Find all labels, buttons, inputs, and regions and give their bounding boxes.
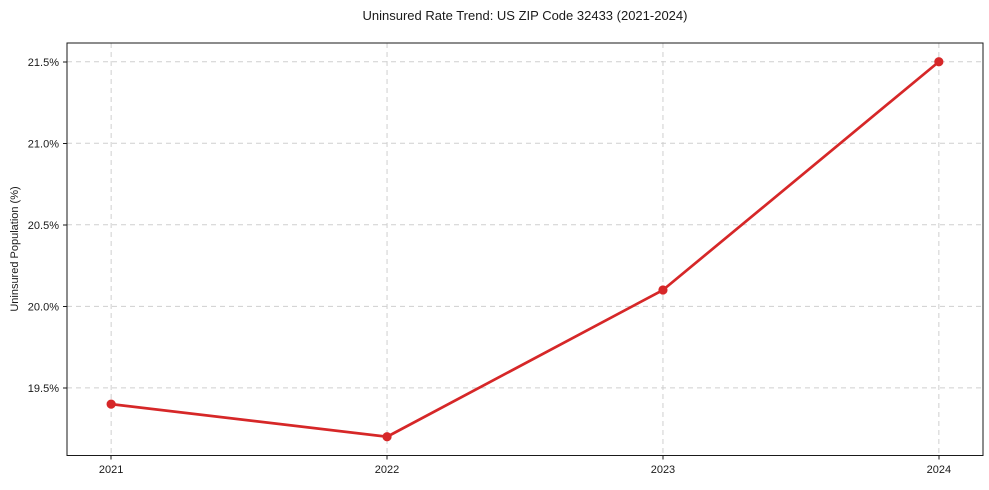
x-tick-label: 2022 — [375, 464, 399, 476]
x-tick-label: 2024 — [927, 464, 951, 476]
y-tick-label: 20.5% — [28, 220, 59, 232]
y-tick-label: 19.5% — [28, 383, 59, 395]
chart-title: Uninsured Rate Trend: US ZIP Code 32433 … — [362, 8, 688, 23]
y-tick-label: 21.0% — [28, 138, 59, 150]
data-point-marker — [106, 399, 116, 409]
y-tick-label: 21.5% — [28, 57, 59, 69]
plot-border — [66, 42, 984, 456]
data-point-marker — [382, 432, 392, 442]
data-point-marker — [934, 57, 944, 67]
x-tick-label: 2021 — [99, 464, 123, 476]
x-tick-label: 2023 — [651, 464, 675, 476]
trend-line — [109, 60, 941, 439]
y-tick-label: 20.0% — [28, 301, 59, 313]
data-point-marker — [658, 285, 668, 295]
